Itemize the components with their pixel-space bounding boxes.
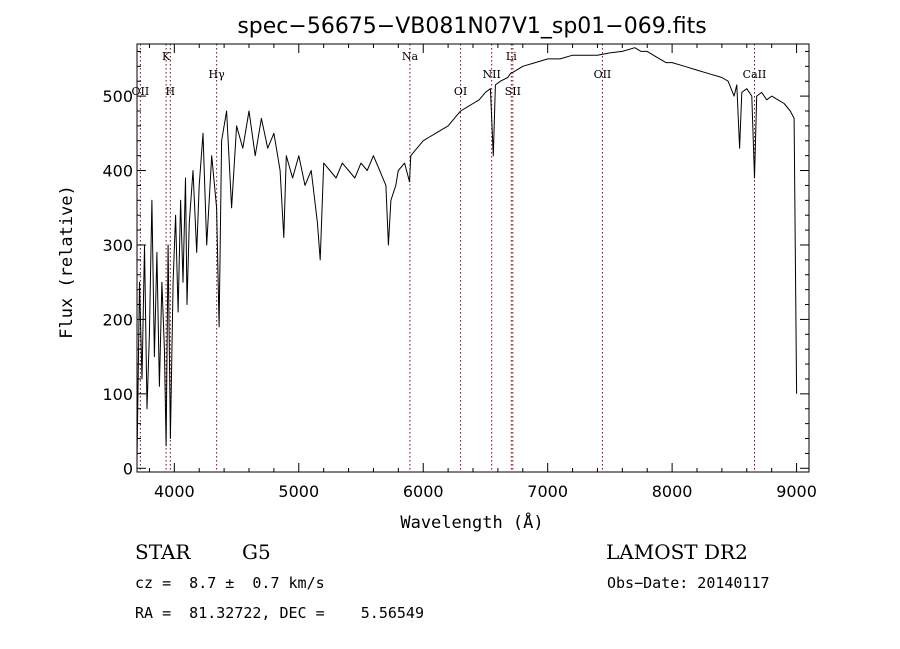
chart-title: spec−56675−VB081N07V1_sp01−069.fits: [237, 14, 706, 39]
line-label: OII: [132, 85, 150, 98]
x-axis: 4000 5000 6000 7000 8000 9000: [148, 44, 817, 501]
obs-date: Obs−Date: 20140117: [607, 574, 770, 592]
survey-label: LAMOST DR2: [606, 540, 748, 564]
spectrum-series: [136, 47, 798, 461]
x-tick-label: 8000: [652, 482, 693, 501]
x-tick-label: 6000: [403, 482, 444, 501]
y-tick-label: 400: [102, 162, 133, 181]
line-label: H: [166, 85, 176, 98]
coordinates: RA = 81.32722, DEC = 5.56549: [135, 604, 424, 622]
spectrum-line: [136, 47, 798, 461]
line-label: OI: [454, 85, 467, 98]
x-tick-label: 4000: [154, 482, 195, 501]
x-tick-label: 7000: [527, 482, 568, 501]
y-tick-label: 500: [102, 87, 133, 106]
x-tick-label: 5000: [278, 482, 319, 501]
line-markers: OII K H Hγ Na OI NII Li SII OII CaII: [132, 44, 767, 472]
y-tick-label: 100: [102, 385, 133, 404]
y-tick-label: 300: [102, 236, 133, 255]
y-axis-label: Flux (relative): [57, 185, 77, 339]
y-axis: 0 100 200 300 400 500: [102, 50, 809, 478]
plot-frame: [136, 43, 810, 473]
x-tick-label: 9000: [776, 482, 817, 501]
object-subclass: G5: [242, 540, 271, 564]
line-label: K: [162, 50, 171, 63]
redshift-value: cz = 8.7 ± 0.7 km/s: [135, 574, 325, 592]
line-label: Na: [402, 50, 419, 63]
line-label: SII: [505, 85, 521, 98]
object-class: STAR: [135, 540, 191, 564]
line-label: Hγ: [209, 68, 226, 81]
y-tick-label: 0: [123, 459, 133, 478]
x-axis-label: Wavelength (Å): [400, 511, 543, 533]
line-label: OII: [594, 68, 612, 81]
line-label: Li: [506, 50, 517, 63]
y-tick-label: 200: [102, 310, 133, 329]
line-label: CaII: [743, 68, 767, 81]
line-label: NII: [483, 68, 501, 81]
